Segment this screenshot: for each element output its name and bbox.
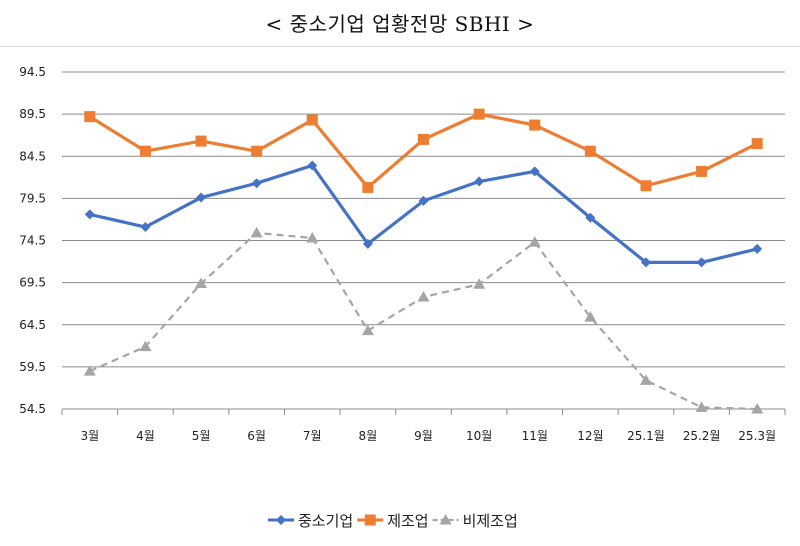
data-point xyxy=(473,278,486,289)
data-point xyxy=(639,374,652,385)
y-tick-label: 74.5 xyxy=(19,234,46,248)
y-tick-label: 79.5 xyxy=(19,191,46,205)
data-point xyxy=(696,257,707,268)
x-tick-label: 25.2월 xyxy=(683,429,721,443)
data-point xyxy=(752,243,763,254)
data-point xyxy=(139,340,152,352)
y-tick-label: 64.5 xyxy=(19,318,46,332)
legend-label: 비제조업 xyxy=(463,512,518,530)
data-point xyxy=(306,114,318,126)
data-point xyxy=(140,222,151,233)
data-point xyxy=(84,111,96,123)
data-point xyxy=(362,181,374,193)
x-tick-label: 4월 xyxy=(136,429,155,443)
x-tick-label: 12월 xyxy=(577,429,603,443)
data-point xyxy=(250,226,263,238)
data-point xyxy=(196,192,207,203)
y-tick-label: 94.5 xyxy=(19,65,46,79)
data-point xyxy=(306,231,319,243)
data-point xyxy=(696,165,708,177)
x-tick-label: 3월 xyxy=(80,429,99,443)
legend: 중소기업 제조업 비제조업 xyxy=(268,512,518,530)
chart-title: < 중소기업 업황전망 SBHI > xyxy=(265,12,535,36)
series-3 xyxy=(83,226,764,414)
x-axis: 3월 4월 5월 6월 7월 8월 9월 10월 11월 12월 25.1월 25.2월 25.3월 xyxy=(61,409,786,443)
data-point xyxy=(584,145,596,157)
series-line xyxy=(88,112,758,190)
data-point xyxy=(195,277,208,288)
data-point xyxy=(361,324,374,336)
legend-swatch-marker xyxy=(364,514,376,526)
data-point xyxy=(362,238,373,249)
x-tick-label: 25.3월 xyxy=(738,429,776,443)
x-tick-label: 9월 xyxy=(414,429,433,443)
data-point xyxy=(751,403,764,414)
legend-item-2: 제조업 xyxy=(357,512,429,530)
data-point xyxy=(751,138,763,150)
x-tick-label: 8월 xyxy=(359,429,378,443)
x-tick-label: 5월 xyxy=(192,429,211,443)
data-point xyxy=(417,290,430,302)
data-point xyxy=(418,195,429,206)
series-line xyxy=(89,163,758,265)
y-tick-label: 84.5 xyxy=(19,149,46,163)
legend-label: 제조업 xyxy=(387,512,428,530)
data-point xyxy=(473,108,485,120)
legend-item-3: 비제조업 xyxy=(432,512,518,530)
y-tick-label: 54.5 xyxy=(19,402,46,416)
series-1 xyxy=(84,160,763,268)
x-tick-label: 6월 xyxy=(247,429,266,443)
legend-swatch-marker xyxy=(276,515,286,525)
x-tick-label: 25.1월 xyxy=(627,429,665,443)
data-point xyxy=(529,166,540,177)
y-axis: 54.5 59.5 64.5 69.5 74.5 79.5 84.5 89.5 94.5 xyxy=(19,65,46,416)
data-point xyxy=(307,160,318,171)
data-point xyxy=(474,176,485,187)
data-point xyxy=(585,212,596,223)
legend-item-1: 중소기업 xyxy=(268,512,353,530)
y-tick-label: 89.5 xyxy=(19,107,46,121)
series-line xyxy=(89,231,758,411)
title-divider xyxy=(0,46,800,47)
data-point xyxy=(195,135,207,147)
y-tick-label: 59.5 xyxy=(19,360,46,374)
gridlines xyxy=(62,71,785,410)
data-point xyxy=(640,257,651,268)
data-point xyxy=(529,119,541,131)
legend-label: 중소기업 xyxy=(298,512,353,530)
data-point xyxy=(528,236,541,247)
y-tick-label: 69.5 xyxy=(19,276,46,290)
data-point xyxy=(418,133,429,145)
x-tick-label: 11월 xyxy=(522,429,548,443)
data-point xyxy=(640,180,652,192)
data-point xyxy=(84,209,95,220)
data-point xyxy=(695,401,708,412)
data-point xyxy=(251,178,262,189)
data-point xyxy=(139,145,151,157)
legend-swatch-marker xyxy=(439,514,452,525)
x-tick-label: 7월 xyxy=(303,429,322,443)
data-point xyxy=(584,311,597,322)
data-point xyxy=(251,145,263,157)
data-point xyxy=(83,365,96,376)
series-group xyxy=(83,108,764,414)
x-tick-label: 10월 xyxy=(466,429,492,443)
series-2 xyxy=(84,108,763,193)
